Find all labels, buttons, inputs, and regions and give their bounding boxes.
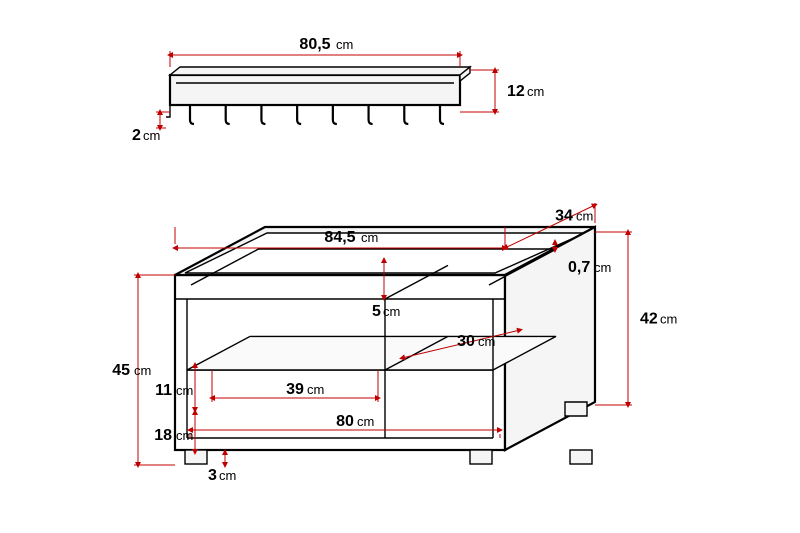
- hook-icon: [226, 105, 230, 124]
- dimension-label: 3cm: [208, 467, 236, 484]
- svg-text:11: 11: [155, 382, 172, 399]
- svg-text:84,5: 84,5: [324, 229, 355, 246]
- cabinet-foot: [470, 450, 492, 464]
- hook-icon: [333, 105, 337, 124]
- svg-text:cm: cm: [527, 84, 544, 99]
- svg-text:42: 42: [640, 311, 658, 328]
- dimension-label: 5cm: [372, 303, 400, 320]
- svg-text:18: 18: [154, 427, 172, 444]
- hook-icon: [261, 105, 265, 124]
- svg-text:cm: cm: [478, 334, 495, 349]
- svg-text:cm: cm: [176, 383, 193, 398]
- svg-text:cm: cm: [176, 428, 193, 443]
- coat-rack: [170, 75, 460, 105]
- hook-icon: [297, 105, 301, 124]
- dimension-label: 18 cm: [154, 427, 193, 444]
- svg-text:cm: cm: [307, 382, 324, 397]
- rack-front: [170, 75, 460, 105]
- dimension-label: 84,5 cm: [324, 229, 378, 246]
- dimension-label: 42cm: [640, 311, 677, 328]
- dimension-label: 2cm: [132, 127, 160, 144]
- dimension-diagram: 80,5cm12cm2cm84,5cm34cm0,7cm5cm39cm30cm8…: [0, 0, 800, 533]
- svg-text:34: 34: [555, 208, 573, 225]
- svg-text:cm: cm: [219, 468, 236, 483]
- dimension-label: 80,5 cm: [299, 36, 353, 53]
- svg-text:80: 80: [336, 413, 354, 430]
- svg-text:cm: cm: [594, 260, 611, 275]
- svg-text:cm: cm: [336, 37, 353, 52]
- svg-text:cm: cm: [660, 312, 677, 327]
- dimension-label: 12cm: [507, 83, 544, 100]
- svg-text:cm: cm: [143, 128, 160, 143]
- svg-text:cm: cm: [361, 230, 378, 245]
- hook-icon: [404, 105, 408, 124]
- dimension-label: 0,7: [568, 259, 590, 276]
- svg-text:12: 12: [507, 83, 525, 100]
- hook-icon: [190, 105, 194, 124]
- svg-text:80,5: 80,5: [299, 36, 330, 53]
- cabinet-foot: [570, 450, 592, 464]
- svg-text:2: 2: [132, 127, 141, 144]
- svg-text:5: 5: [372, 303, 381, 320]
- svg-text:cm: cm: [357, 414, 374, 429]
- svg-text:cm: cm: [576, 209, 593, 224]
- dimension-label: 34cm: [555, 208, 593, 225]
- svg-text:30: 30: [457, 333, 475, 350]
- svg-text:cm: cm: [134, 363, 151, 378]
- svg-text:3: 3: [208, 467, 217, 484]
- svg-text:cm: cm: [383, 304, 400, 319]
- cabinet-foot: [185, 450, 207, 464]
- dimension-label: 45 cm: [112, 362, 151, 379]
- hook-icon: [440, 105, 444, 124]
- svg-text:45: 45: [112, 362, 130, 379]
- hook-icon: [369, 105, 373, 124]
- svg-text:39: 39: [286, 381, 304, 398]
